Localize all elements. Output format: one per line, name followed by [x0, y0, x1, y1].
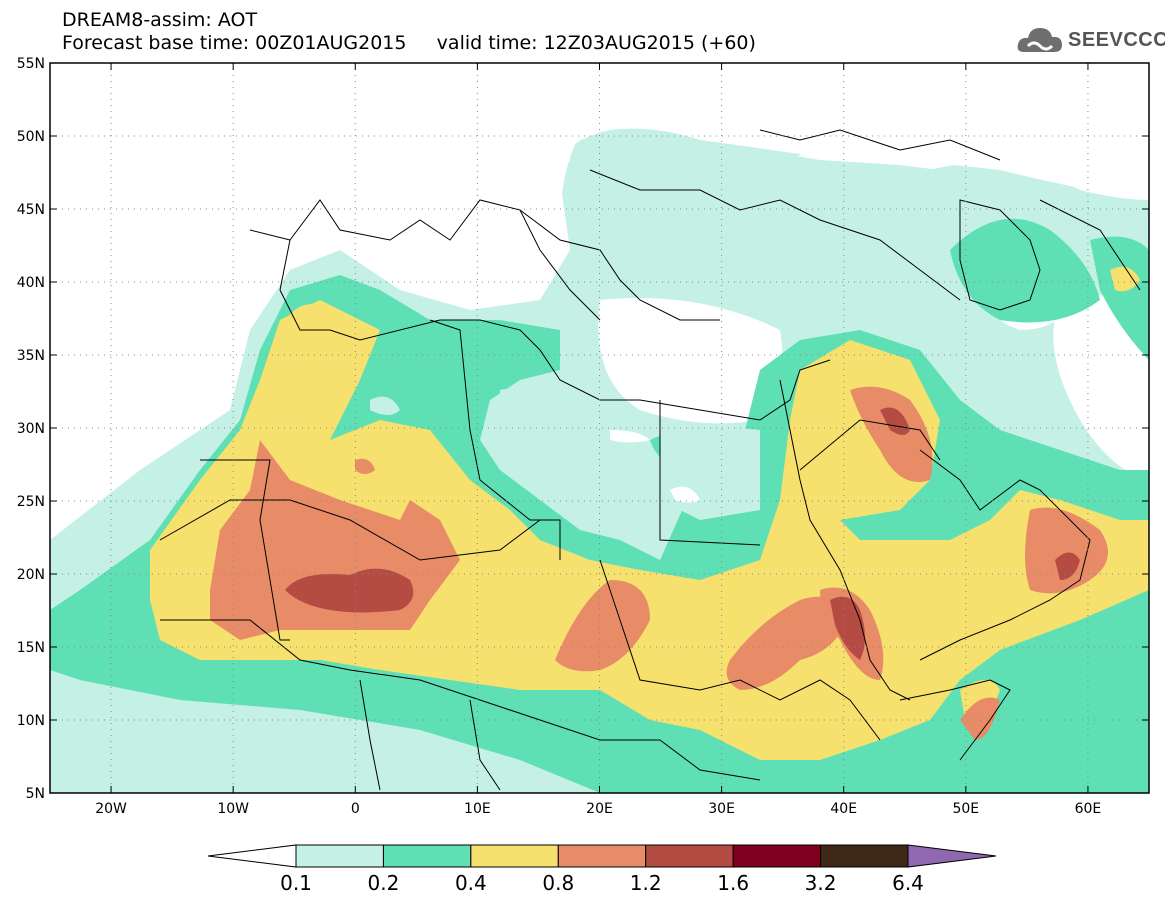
lon-label: 30E [708, 801, 735, 817]
colorbar-segment [907, 844, 997, 868]
lat-label: 50N [17, 129, 45, 145]
lat-label: 45N [17, 202, 45, 218]
lat-label: 35N [17, 348, 45, 364]
colorbar-segment [820, 844, 909, 868]
coastlines [159, 129, 1141, 791]
colorbar-label: 0.2 [368, 871, 400, 895]
lat-label: 15N [17, 640, 45, 656]
map-frame [49, 62, 1150, 794]
longitude-labels: 20W 10W 0 10E 20E 30E 40E 50E 60E [95, 801, 1101, 817]
lon-label: 20E [586, 801, 613, 817]
lat-label: 55N [17, 56, 45, 72]
colorbar-segment [295, 844, 384, 868]
seevccc-logo-text: SEEVCCC [1068, 29, 1165, 51]
lat-label: 10N [17, 713, 45, 729]
colorbar-label: 0.8 [542, 871, 574, 895]
colorbar-segment [382, 844, 472, 868]
forecast-time-subtitle: Forecast base time: 00Z01AUG2015 valid t… [62, 32, 756, 54]
aot-field [50, 63, 1149, 793]
colorbar-segment [207, 844, 297, 868]
colorbar: 0.1 0.2 0.4 0.8 1.2 1.6 3.2 6.4 [207, 844, 997, 895]
latitude-labels: 55N 50N 45N 40N 35N 30N 25N 20N 15N 10N 5N [17, 56, 45, 802]
colorbar-label: 0.4 [455, 871, 487, 895]
lon-label: 40E [830, 801, 857, 817]
lat-label: 25N [17, 494, 45, 510]
cloud-logo-icon [1017, 28, 1062, 52]
lon-label: 0 [351, 801, 360, 817]
colorbar-label: 1.6 [717, 871, 749, 895]
colorbar-segment [732, 844, 822, 868]
colorbar-label: 1.2 [630, 871, 662, 895]
map-title: DREAM8-assim: AOT [62, 9, 258, 31]
colorbar-label: 6.4 [892, 871, 924, 895]
lon-label: 10E [464, 801, 491, 817]
lat-label: 30N [17, 421, 45, 437]
colorbar-segment [470, 844, 559, 868]
colorbar-segment [557, 844, 647, 868]
lat-label: 5N [26, 786, 45, 802]
lon-label: 50E [952, 801, 979, 817]
aot-band-1-2 [285, 568, 414, 613]
lat-label: 20N [17, 567, 45, 583]
colorbar-label: 3.2 [805, 871, 837, 895]
colorbar-label: 0.1 [280, 871, 312, 895]
lon-label: 10W [217, 801, 249, 817]
lon-label: 20W [95, 801, 127, 817]
lat-label: 40N [17, 275, 45, 291]
lon-label: 60E [1075, 801, 1102, 817]
colorbar-segment [645, 844, 734, 868]
